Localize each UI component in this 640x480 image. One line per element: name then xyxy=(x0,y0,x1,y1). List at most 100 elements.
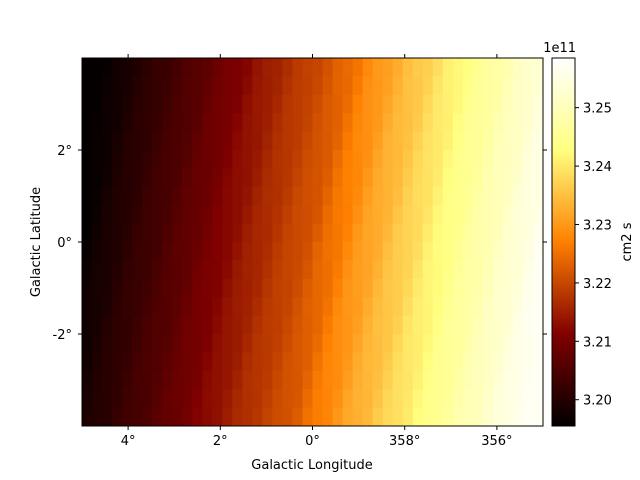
heatmap-cell xyxy=(332,223,344,243)
heatmap-cell xyxy=(442,223,454,243)
heatmap-cell xyxy=(362,150,374,169)
heatmap-cell xyxy=(182,94,193,114)
heatmap-cell xyxy=(412,260,424,280)
heatmap-cell xyxy=(202,260,213,280)
heatmap-cell xyxy=(362,168,374,188)
heatmap-cell xyxy=(272,315,284,335)
heatmap-cell xyxy=(342,94,354,114)
heatmap-cell xyxy=(92,186,103,206)
heatmap-cell xyxy=(122,315,133,335)
heatmap-cell xyxy=(322,223,334,243)
heatmap-cell xyxy=(192,334,203,353)
heatmap-cell xyxy=(132,352,143,372)
heatmap-cell xyxy=(172,58,183,77)
heatmap-cell xyxy=(222,278,233,298)
heatmap-cell xyxy=(112,150,123,169)
heatmap-cell xyxy=(252,389,263,409)
heatmap-cell xyxy=(82,389,93,409)
heatmap-cell xyxy=(432,76,444,96)
heatmap-cell xyxy=(272,205,284,225)
heatmap-cell xyxy=(182,168,193,188)
heatmap-cell xyxy=(352,94,364,114)
heatmap-cell xyxy=(242,94,253,114)
heatmap-cell xyxy=(352,205,364,225)
colorbar-ticks: 3.20 3.21 3.22 3.23 3.24 3.25 xyxy=(575,102,612,409)
heatmap-cell xyxy=(162,242,173,261)
heatmap-cell xyxy=(532,76,543,96)
heatmap-cell xyxy=(532,113,543,133)
heatmap-cell xyxy=(292,131,304,151)
heatmap-cell xyxy=(152,150,163,169)
heatmap-cell xyxy=(452,94,464,114)
heatmap-cell xyxy=(522,58,534,77)
heatmap-cell xyxy=(432,260,444,280)
heatmap-cell xyxy=(152,113,163,133)
heatmap-cell xyxy=(172,297,183,317)
heatmap-cell xyxy=(282,223,294,243)
heatmap-cell xyxy=(132,150,143,169)
heatmap-cell xyxy=(232,205,243,225)
heatmap-cell xyxy=(112,94,123,114)
heatmap-cell xyxy=(222,58,233,77)
heatmap-cell xyxy=(302,58,314,77)
heatmap-cell xyxy=(322,334,334,353)
heatmap-cell xyxy=(232,113,243,133)
heatmap-cell xyxy=(322,389,334,409)
heatmap-cell xyxy=(372,370,384,390)
heatmap-cell xyxy=(122,297,133,317)
heatmap-cell xyxy=(112,370,123,390)
heatmap-cell xyxy=(262,94,274,114)
heatmap-cell xyxy=(92,58,103,77)
heatmap-cell xyxy=(382,370,394,390)
heatmap-cell xyxy=(492,113,504,133)
heatmap-cell xyxy=(282,150,294,169)
heatmap-cell xyxy=(522,407,534,426)
heatmap-cell xyxy=(232,352,243,372)
heatmap-cell xyxy=(182,315,193,335)
heatmap-cell xyxy=(292,76,304,96)
heatmap-cell xyxy=(162,315,173,335)
heatmap-cell xyxy=(362,370,374,390)
heatmap-cell xyxy=(412,223,424,243)
heatmap-cell xyxy=(222,334,233,353)
heatmap-cell xyxy=(522,352,534,372)
heatmap-cell xyxy=(532,242,543,261)
heatmap-cell xyxy=(82,113,93,133)
heatmap-cell xyxy=(362,242,374,261)
heatmap-cell xyxy=(172,113,183,133)
heatmap-cell xyxy=(232,186,243,206)
heatmap-cell xyxy=(522,370,534,390)
heatmap-cell xyxy=(272,278,284,298)
heatmap-cell xyxy=(252,407,263,426)
heatmap-cell xyxy=(392,223,404,243)
heatmap-cell xyxy=(142,260,153,280)
heatmap-cell xyxy=(262,352,274,372)
heatmap-cell xyxy=(482,131,494,151)
heatmap-cell xyxy=(242,168,253,188)
heatmap-cell xyxy=(422,278,434,298)
heatmap-cell xyxy=(372,242,384,261)
heatmap-cell xyxy=(302,205,314,225)
heatmap-cell xyxy=(182,58,193,77)
heatmap-cell xyxy=(162,278,173,298)
heatmap-cell xyxy=(152,315,163,335)
heatmap-cell xyxy=(372,260,384,280)
heatmap-cell xyxy=(132,186,143,206)
heatmap-cell xyxy=(512,168,524,188)
heatmap-cell xyxy=(282,58,294,77)
heatmap-cell xyxy=(282,315,294,335)
heatmap-cell xyxy=(372,352,384,372)
heatmap-cell xyxy=(242,242,253,261)
heatmap-cell xyxy=(502,352,514,372)
heatmap-cell xyxy=(202,58,213,77)
heatmap-cell xyxy=(272,131,284,151)
heatmap-cell xyxy=(502,205,514,225)
heatmap-cell xyxy=(202,205,213,225)
heatmap-cell xyxy=(122,223,133,243)
heatmap-cell xyxy=(502,297,514,317)
heatmap-cell xyxy=(472,370,484,390)
heatmap-cell xyxy=(532,370,543,390)
heatmap-cell xyxy=(312,94,324,114)
heatmap-cell xyxy=(372,76,384,96)
heatmap-cell xyxy=(422,297,434,317)
